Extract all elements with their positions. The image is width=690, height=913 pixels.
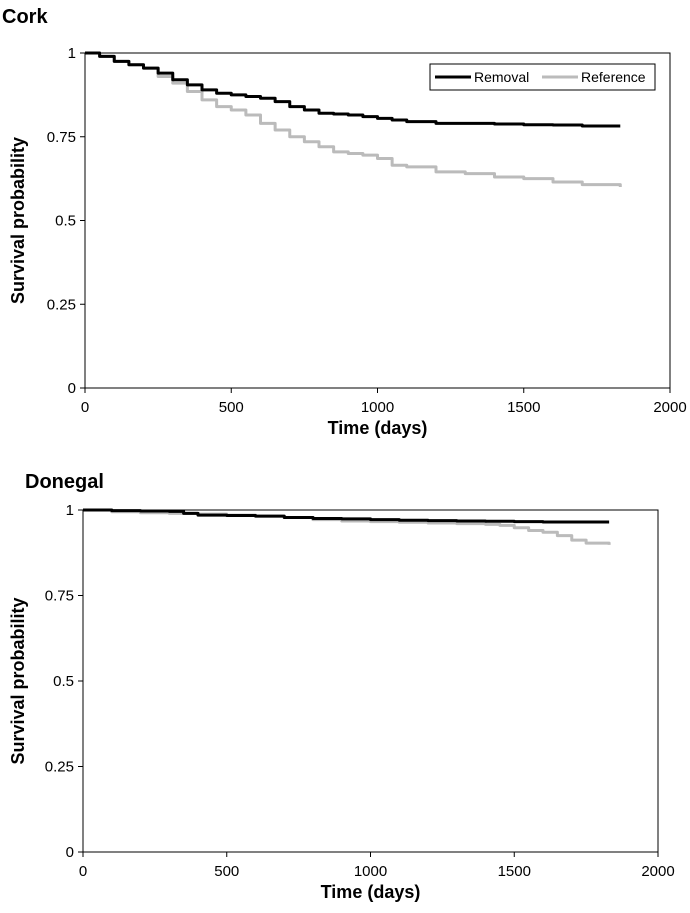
chart-1-x-tick-label: 2000 <box>641 863 674 880</box>
chart-1-y-axis-title: Survival probability <box>8 597 28 764</box>
chart-0-y-tick-label: 0.25 <box>47 296 76 313</box>
chart-0-x-axis-title: Time (days) <box>328 418 428 438</box>
chart-0-y-tick-label: 1 <box>68 45 76 62</box>
chart-1-y-tick-label: 0.75 <box>45 588 74 605</box>
chart-1-x-axis-title: Time (days) <box>321 882 421 902</box>
chart-0-x-tick-label: 500 <box>219 399 244 416</box>
chart-0-plot-area <box>84 52 671 389</box>
chart-title-donegal: Donegal <box>25 471 104 493</box>
chart-0-x-tick-label: 1500 <box>507 399 540 416</box>
chart-1-x-tick-label: 1500 <box>498 863 531 880</box>
chart-1-x-tick-label: 1000 <box>354 863 387 880</box>
chart-0-series-line-removal <box>85 51 621 128</box>
chart-1-plot-area <box>82 509 659 853</box>
chart-1-series-line-reference <box>83 508 611 545</box>
chart-0-x-tick-label: 0 <box>81 399 89 416</box>
chart-0-y-tick-label: 0.5 <box>55 213 76 230</box>
chart-1-x-tick-label: 0 <box>79 863 87 880</box>
chart-1-y-tick-label: 0.25 <box>45 759 74 776</box>
chart-0-legend-label-removal: Removal <box>474 69 529 85</box>
chart-1-y-tick-label: 1 <box>66 502 74 519</box>
chart-1-x-tick-label: 500 <box>214 863 239 880</box>
chart-0-legend-label-reference: Reference <box>581 69 646 85</box>
chart-0-x-tick-label: 2000 <box>653 399 686 416</box>
chart-title-cork: Cork <box>2 6 48 28</box>
chart-0-y-tick-label: 0 <box>68 380 76 397</box>
chart-0-y-axis-title: Survival probability <box>8 137 28 304</box>
chart-1-y-tick-label: 0.5 <box>53 673 74 690</box>
chart-0-x-tick-label: 1000 <box>361 399 394 416</box>
chart-0-y-tick-label: 0.75 <box>47 129 76 146</box>
chart-1-y-tick-label: 0 <box>66 844 74 861</box>
chart-1-series-line-removal <box>83 508 610 524</box>
